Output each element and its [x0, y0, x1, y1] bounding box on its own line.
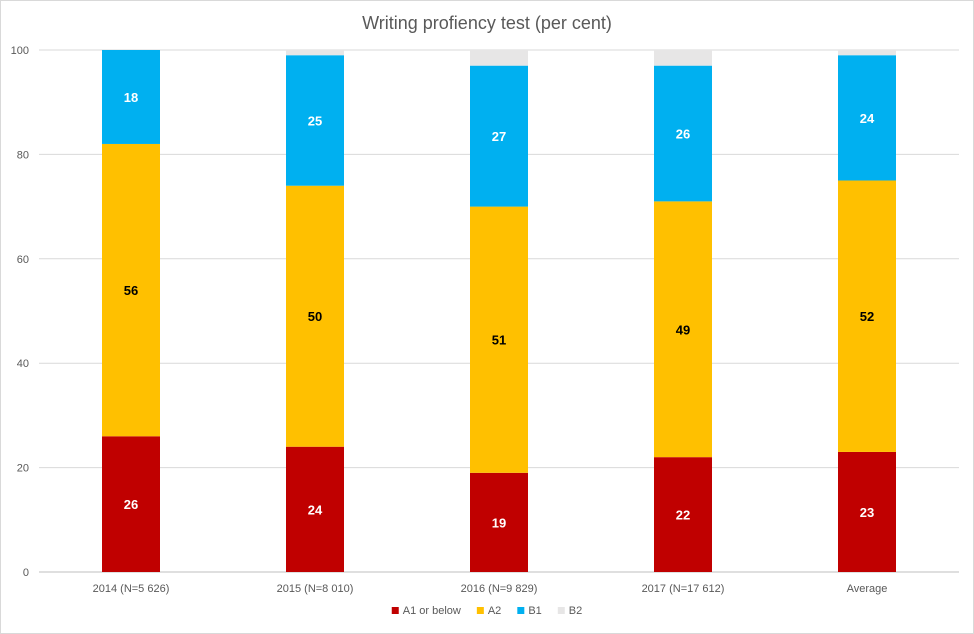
legend-label: A2: [488, 605, 501, 617]
legend-label: B2: [569, 605, 582, 617]
chart-title: Writing profiency test (per cent): [362, 13, 612, 33]
legend-item: B1: [517, 605, 542, 617]
y-tick-label: 20: [17, 463, 29, 475]
bar-segment: [838, 451, 896, 572]
bar-segment: [286, 50, 344, 56]
data-label: 49: [676, 322, 690, 337]
data-label: 27: [492, 129, 506, 144]
bar-segment: [286, 446, 344, 572]
bars: [102, 50, 896, 572]
data-label: 18: [124, 90, 138, 105]
data-label: 22: [676, 508, 690, 523]
y-tick-label: 0: [23, 567, 29, 579]
y-tick-label: 100: [11, 45, 29, 57]
data-label: 52: [860, 309, 874, 324]
bar-segment: [654, 50, 712, 66]
bar-segment: [286, 185, 344, 447]
data-label: 26: [124, 497, 138, 512]
legend-item: A1 or below: [391, 605, 461, 617]
y-axis-tick-labels: 0 20 40 60 80 100: [11, 45, 29, 579]
data-label: 25: [308, 113, 322, 128]
bar-segment: [286, 55, 344, 186]
x-tick-label: 2017 (N=17 612): [642, 583, 725, 595]
data-labels: 26 56 18 24 50 25 19 51 27 22 49 26 23 52 24: [124, 90, 875, 530]
legend-swatch: [517, 607, 525, 614]
bar-segment: [654, 457, 712, 572]
legend-label: B1: [528, 605, 541, 617]
legend-swatch: [476, 607, 484, 614]
bar-segment: [838, 55, 896, 181]
bar-segment: [654, 201, 712, 458]
legend: A1 or below A2 B1 B2: [391, 605, 582, 617]
data-label: 23: [860, 505, 874, 520]
data-label: 56: [124, 283, 138, 298]
bar-segment: [654, 65, 712, 202]
x-tick-label: 2016 (N=9 829): [461, 583, 538, 595]
y-tick-label: 60: [17, 254, 29, 266]
legend-label: A1 or below: [403, 605, 461, 617]
bar-segment: [838, 50, 896, 56]
legend-item: A2: [476, 605, 501, 617]
data-label: 51: [492, 333, 506, 348]
bar-segment: [470, 65, 528, 207]
data-label: 24: [860, 111, 875, 126]
bar-segment: [470, 472, 528, 572]
data-label: 19: [492, 515, 506, 530]
y-tick-label: 80: [17, 149, 29, 161]
legend-swatch: [391, 607, 399, 614]
bar-segment: [102, 436, 160, 572]
x-tick-label: 2015 (N=8 010): [277, 583, 354, 595]
data-label: 24: [308, 502, 323, 517]
x-tick-label: Average: [847, 583, 888, 595]
bar-segment: [838, 180, 896, 452]
bar-segment: [102, 143, 160, 437]
bar-segment: [470, 50, 528, 66]
bar-segment: [102, 50, 160, 144]
x-tick-label: 2014 (N=5 626): [93, 583, 170, 595]
legend-swatch: [557, 607, 565, 614]
y-tick-label: 40: [17, 358, 29, 370]
data-label: 26: [676, 127, 690, 142]
legend-item: B2: [557, 605, 582, 617]
data-label: 50: [308, 309, 322, 324]
x-axis-tick-labels: 2014 (N=5 626) 2015 (N=8 010) 2016 (N=9 82…: [93, 583, 888, 595]
bar-segment: [470, 206, 528, 473]
